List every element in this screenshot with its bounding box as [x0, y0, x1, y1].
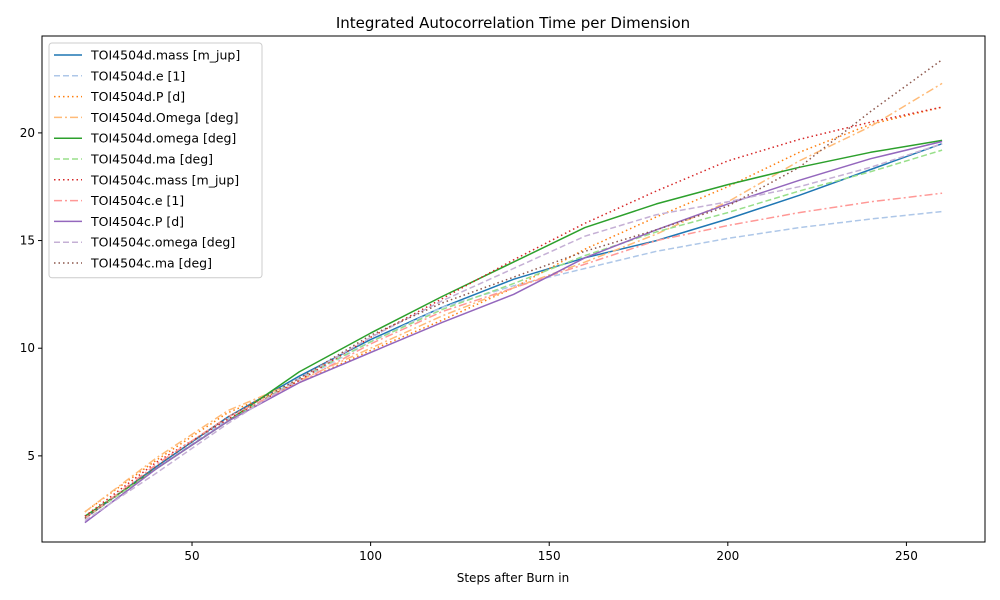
series-line-9: [84, 140, 943, 524]
series-line-4: [84, 82, 943, 513]
y-tick-label: 20: [20, 126, 35, 140]
plot-area: [41, 35, 986, 543]
x-tick-label: 250: [895, 549, 918, 563]
x-tick-label: 200: [716, 549, 739, 563]
series-line-3: [84, 106, 943, 513]
legend-label-6: TOI4504d.ma [deg]: [90, 152, 213, 167]
y-tick-label: 10: [20, 341, 35, 355]
legend-label-9: TOI4504c.P [d]: [90, 214, 184, 229]
legend-label-5: TOI4504d.omega [deg]: [90, 131, 236, 146]
legend: TOI4504d.mass [m_jup] TOI4504d.e [1] TOI45…: [48, 42, 263, 279]
legend-label-7: TOI4504c.mass [m_jup]: [90, 172, 239, 187]
y-tick-label: 15: [20, 234, 35, 248]
legend-label-11: TOI4504c.ma [deg]: [90, 256, 212, 271]
x-tick-label: 50: [184, 549, 199, 563]
x-axis-title: Steps after Burn in: [457, 571, 570, 585]
series-line-1: [84, 142, 943, 519]
legend-label-4: TOI4504d.Omega [deg]: [90, 110, 238, 125]
legend-label-10: TOI4504c.omega [deg]: [90, 235, 235, 250]
y-tick-label: 5: [27, 449, 35, 463]
x-tick-label: 150: [538, 549, 561, 563]
x-tick-label: 100: [359, 549, 382, 563]
chart-title: Integrated Autocorrelation Time per Dime…: [336, 14, 690, 32]
legend-label-8: TOI4504c.e [1]: [90, 193, 184, 208]
legend-label-1: TOI4504d.mass [m_jup]: [90, 48, 240, 63]
series-line-11: [84, 59, 943, 519]
series-line-8: [84, 192, 943, 519]
series-line-2: [84, 210, 943, 517]
legend-label-2: TOI4504d.e [1]: [90, 68, 185, 83]
legend-box: [48, 42, 263, 279]
series-line-7: [84, 106, 943, 517]
axes-layer: 50 100 150 200 250 5 10 15 20: [20, 126, 918, 563]
series-line-10: [84, 142, 943, 522]
series-layer: [84, 59, 943, 524]
legend-label-3: TOI4504d.P [d]: [90, 89, 185, 104]
